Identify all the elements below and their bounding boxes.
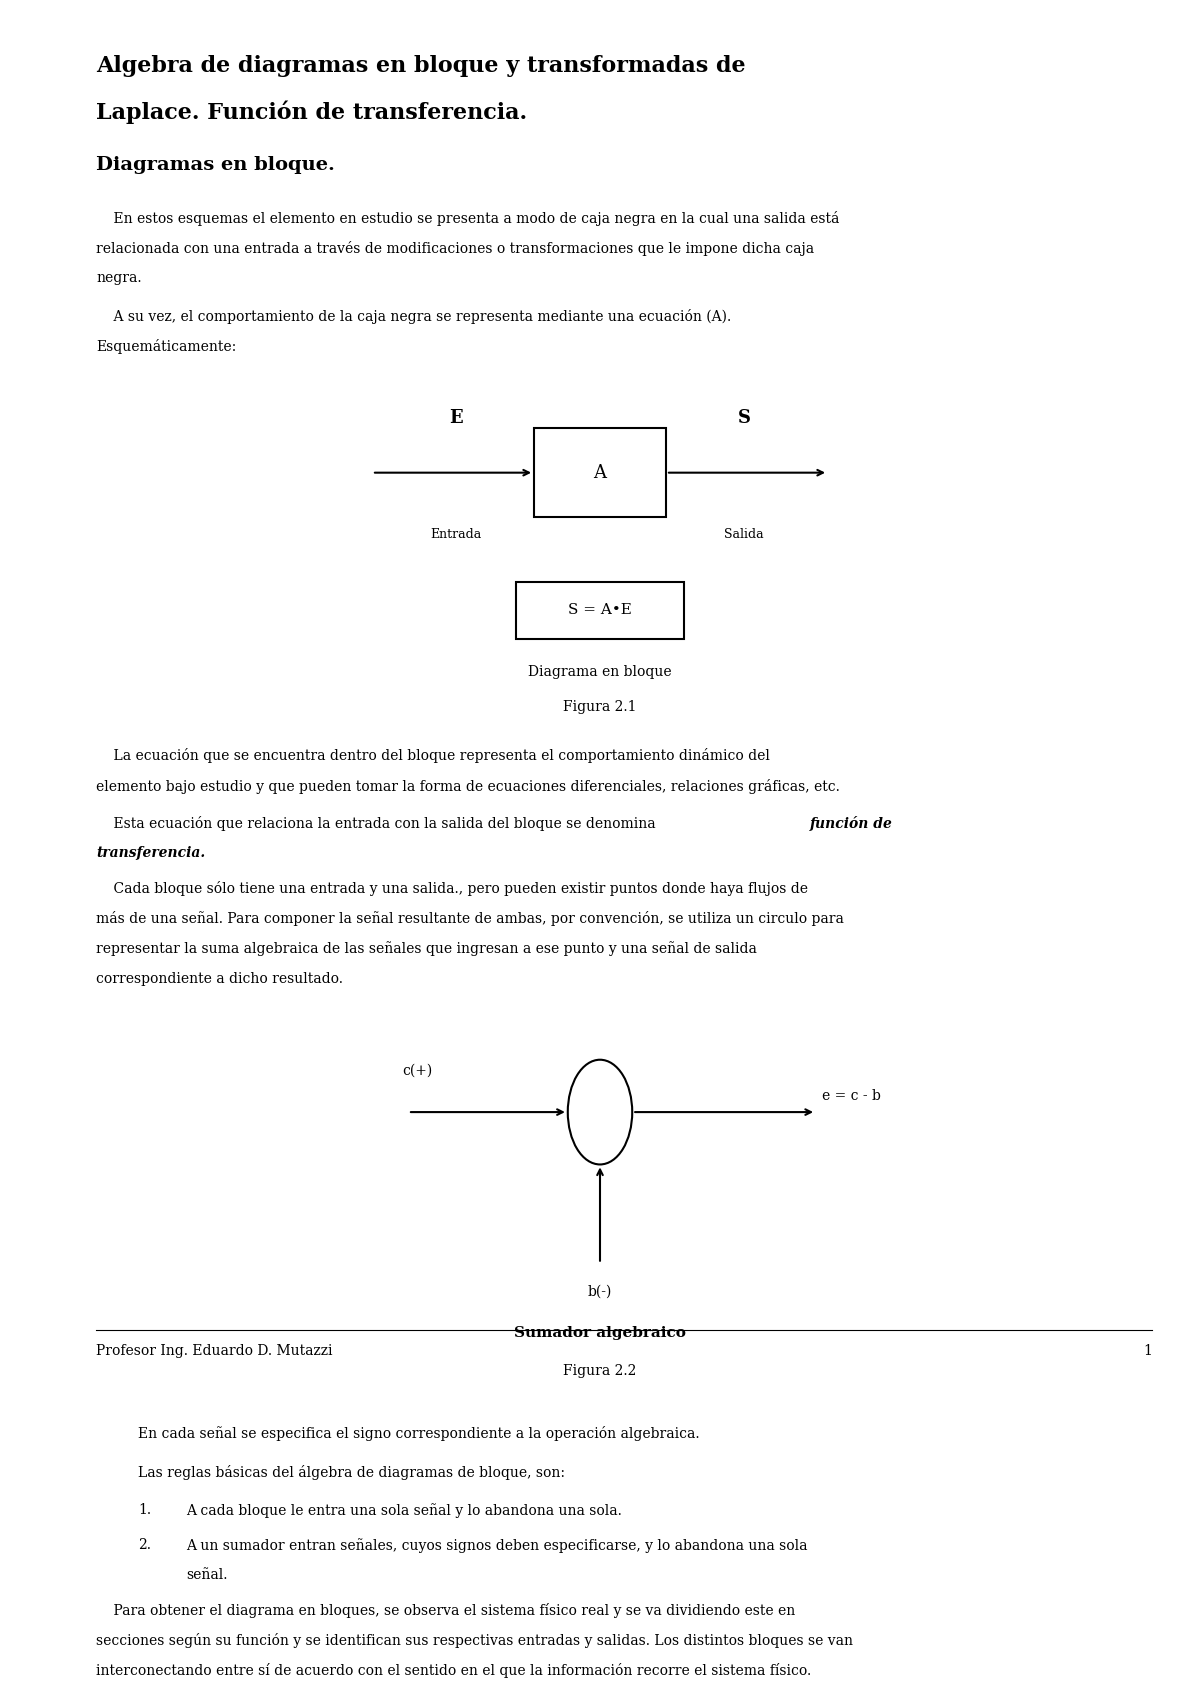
- FancyBboxPatch shape: [534, 428, 666, 518]
- Text: Profesor Ing. Eduardo D. Mutazzi: Profesor Ing. Eduardo D. Mutazzi: [96, 1343, 332, 1358]
- Text: Para obtener el diagrama en bloques, se observa el sistema físico real y se va d: Para obtener el diagrama en bloques, se …: [96, 1603, 796, 1618]
- Text: c(+): c(+): [402, 1063, 432, 1078]
- Text: A: A: [594, 464, 606, 482]
- Text: negra.: negra.: [96, 272, 142, 285]
- Text: elemento bajo estudio y que pueden tomar la forma de ecuaciones diferenciales, r: elemento bajo estudio y que pueden tomar…: [96, 779, 840, 793]
- Text: b(-): b(-): [588, 1284, 612, 1299]
- Text: En cada señal se especifica el signo correspondiente a la operación algebraica.: En cada señal se especifica el signo cor…: [138, 1426, 700, 1442]
- Text: Laplace. Función de transferencia.: Laplace. Función de transferencia.: [96, 100, 527, 124]
- Text: más de una señal. Para componer la señal resultante de ambas, por convención, se: más de una señal. Para componer la señal…: [96, 910, 844, 925]
- Text: señal.: señal.: [186, 1569, 228, 1583]
- Text: función de: función de: [810, 815, 893, 830]
- Text: Salida: Salida: [724, 528, 764, 542]
- Text: e = c - b: e = c - b: [822, 1088, 881, 1102]
- Text: 1: 1: [1144, 1343, 1152, 1358]
- Text: En estos esquemas el elemento en estudio se presenta a modo de caja negra en la : En estos esquemas el elemento en estudio…: [96, 211, 839, 226]
- Text: relacionada con una entrada a través de modificaciones o transformaciones que le: relacionada con una entrada a través de …: [96, 241, 814, 256]
- Text: S = A•E: S = A•E: [568, 603, 632, 618]
- Text: representar la suma algebraica de las señales que ingresan a ese punto y una señ: representar la suma algebraica de las se…: [96, 941, 757, 956]
- FancyBboxPatch shape: [516, 581, 684, 640]
- Text: Figura 2.1: Figura 2.1: [563, 700, 637, 713]
- Text: A cada bloque le entra una sola señal y lo abandona una sola.: A cada bloque le entra una sola señal y …: [186, 1503, 622, 1518]
- Text: interconectando entre sí de acuerdo con el sentido en el que la información reco: interconectando entre sí de acuerdo con …: [96, 1664, 811, 1678]
- Text: transferencia.: transferencia.: [96, 846, 205, 861]
- Text: Algebra de diagramas en bloque y transformadas de: Algebra de diagramas en bloque y transfo…: [96, 54, 745, 76]
- Text: S: S: [738, 409, 750, 426]
- Text: Entrada: Entrada: [431, 528, 481, 542]
- Text: Diagramas en bloque.: Diagramas en bloque.: [96, 156, 335, 173]
- Text: Cada bloque sólo tiene una entrada y una salida., pero pueden existir puntos don: Cada bloque sólo tiene una entrada y una…: [96, 881, 808, 895]
- Text: E: E: [449, 409, 463, 426]
- Text: Diagrama en bloque: Diagrama en bloque: [528, 666, 672, 679]
- Text: A su vez, el comportamiento de la caja negra se representa mediante una ecuación: A su vez, el comportamiento de la caja n…: [96, 309, 731, 324]
- Text: 1.: 1.: [138, 1503, 151, 1518]
- Text: Esquemáticamente:: Esquemáticamente:: [96, 340, 236, 353]
- Text: secciones según su función y se identifican sus respectivas entradas y salidas. : secciones según su función y se identifi…: [96, 1633, 853, 1649]
- Text: Figura 2.2: Figura 2.2: [563, 1363, 637, 1379]
- Text: La ecuación que se encuentra dentro del bloque representa el comportamiento diná: La ecuación que se encuentra dentro del …: [96, 749, 770, 764]
- Text: Las reglas básicas del álgebra de diagramas de bloque, son:: Las reglas básicas del álgebra de diagra…: [138, 1465, 565, 1481]
- Text: 2.: 2.: [138, 1538, 151, 1552]
- Text: A un sumador entran señales, cuyos signos deben especificarse, y lo abandona una: A un sumador entran señales, cuyos signo…: [186, 1538, 808, 1552]
- Ellipse shape: [568, 1060, 632, 1165]
- Text: Sumador algebraico: Sumador algebraico: [514, 1326, 686, 1340]
- Text: correspondiente a dicho resultado.: correspondiente a dicho resultado.: [96, 971, 343, 985]
- Text: Esta ecuación que relaciona la entrada con la salida del bloque se denomina: Esta ecuación que relaciona la entrada c…: [96, 815, 660, 830]
